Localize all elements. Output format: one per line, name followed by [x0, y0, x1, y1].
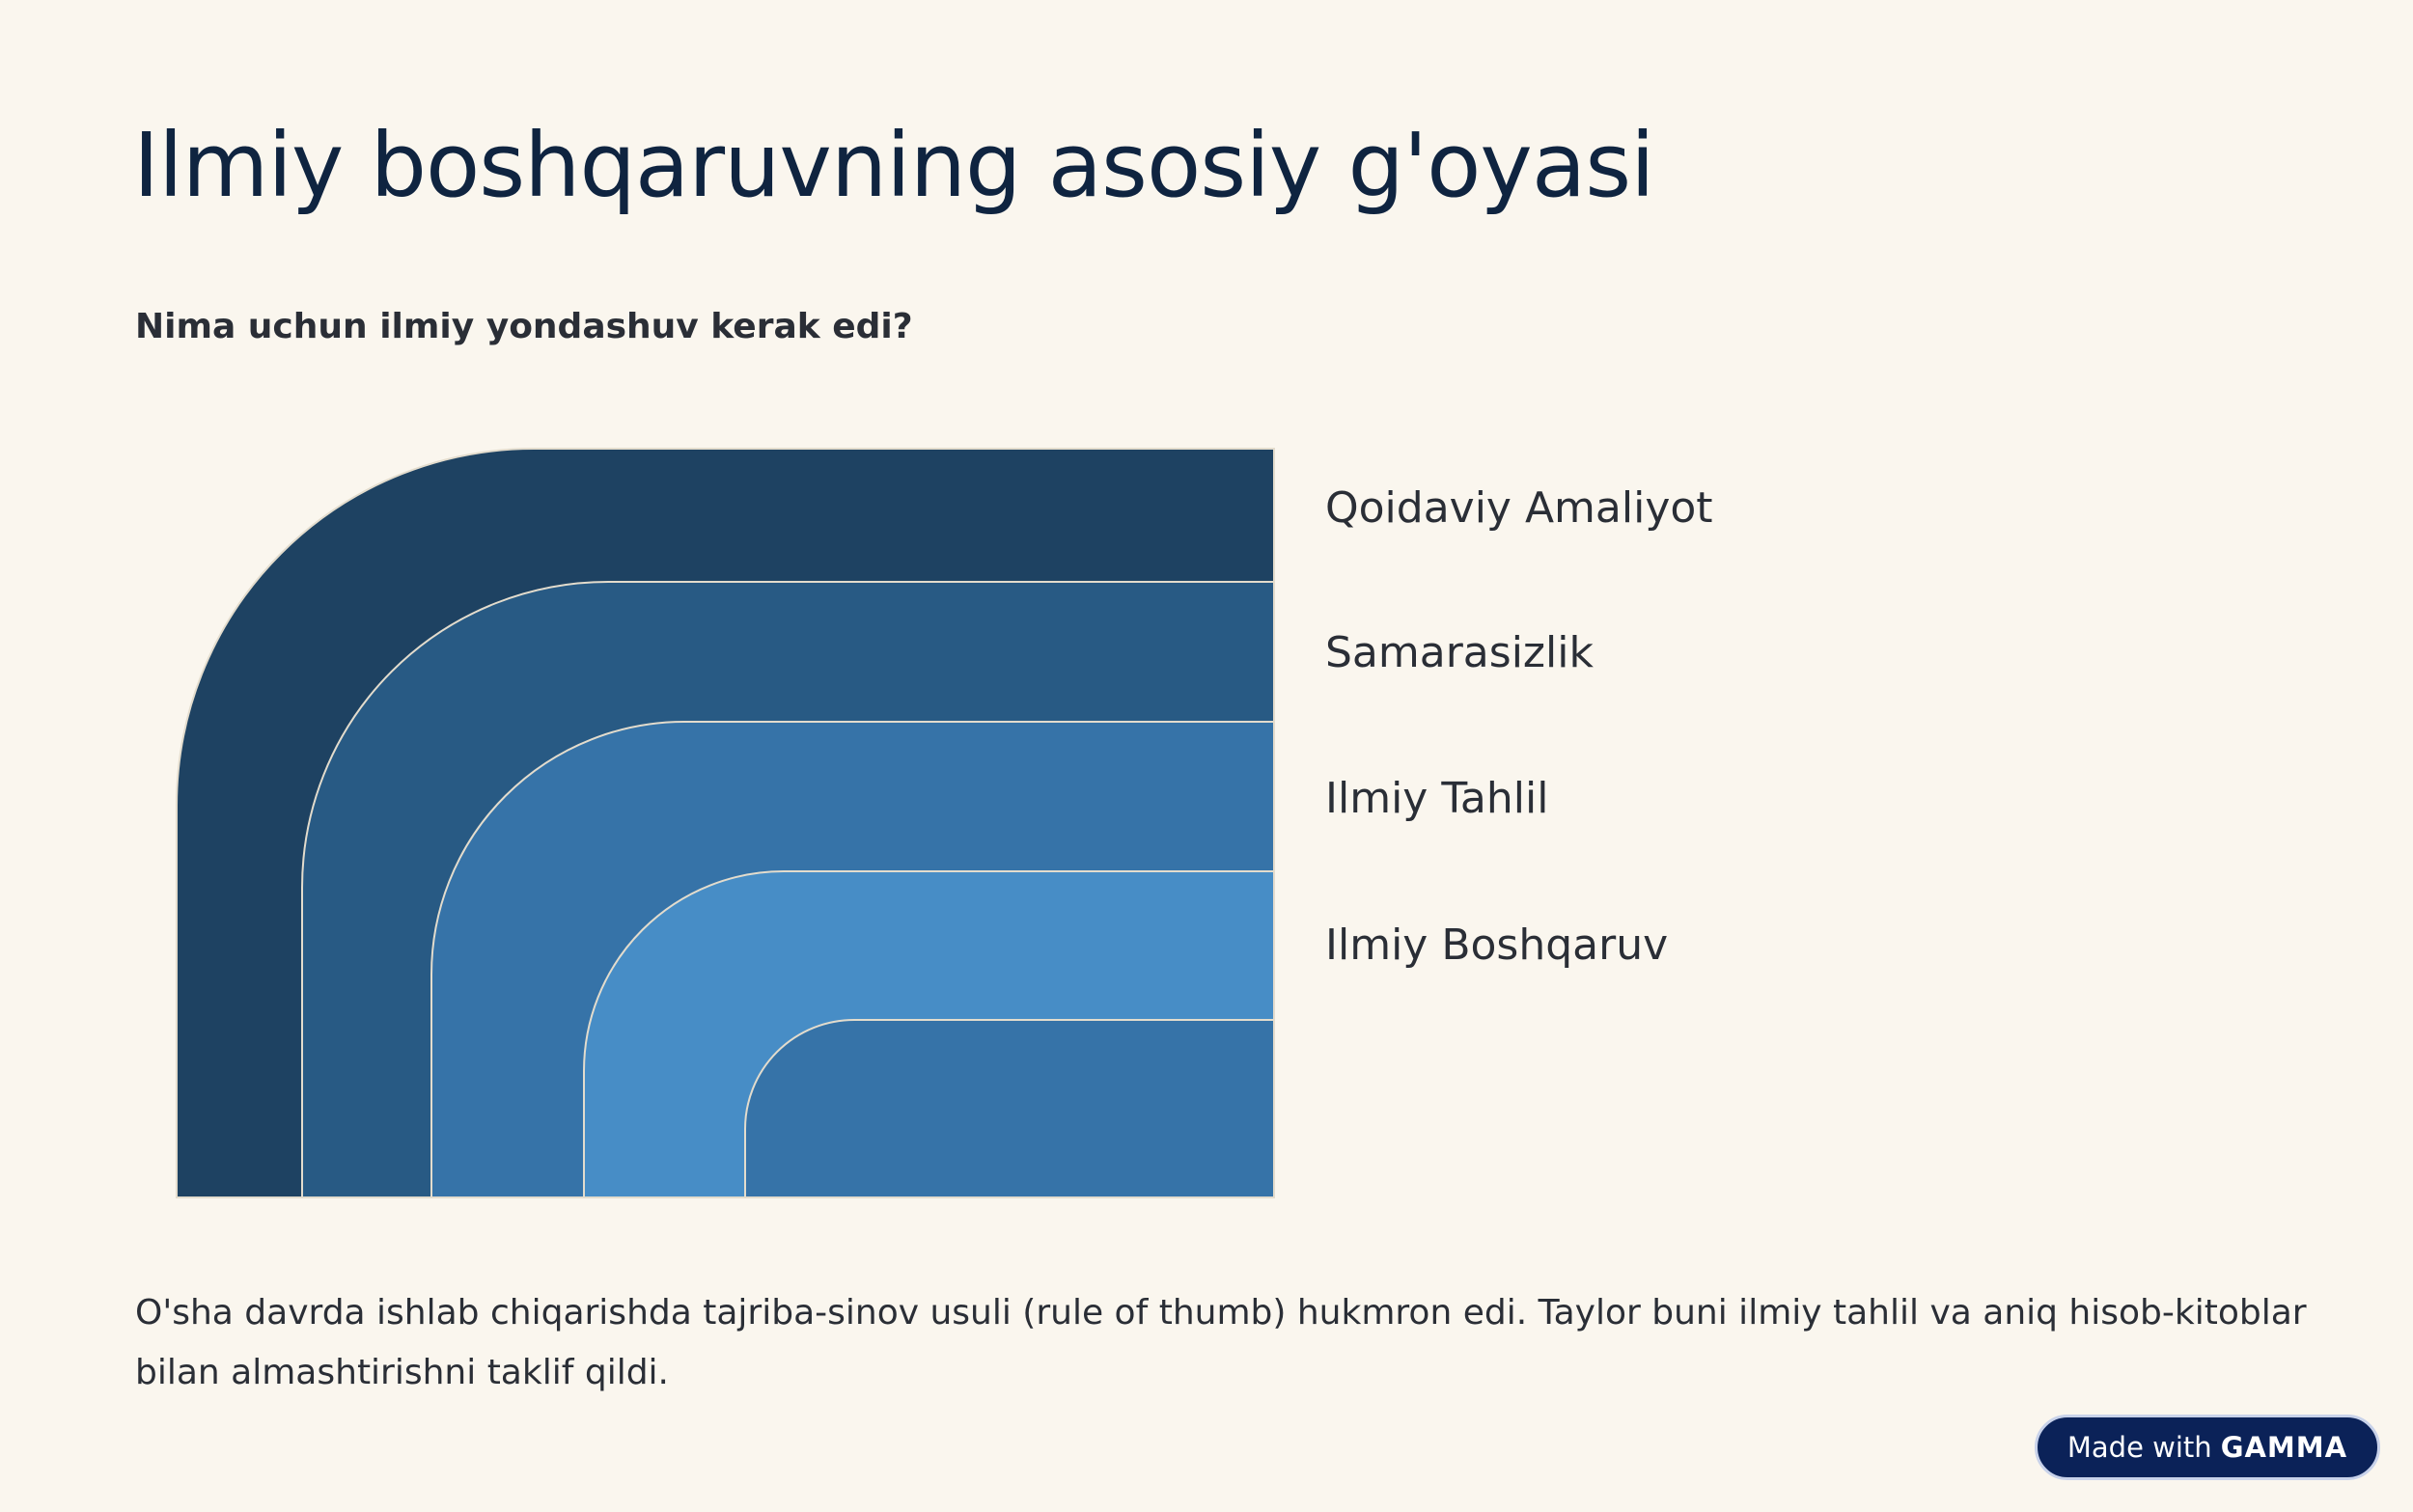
layer-shape-4	[583, 870, 1275, 1198]
badge-prefix: Made with	[2066, 1431, 2212, 1464]
layer-label-2: Samarasizlik	[1325, 628, 1594, 677]
slide-title: Ilmiy boshqaruvning asosiy g'oyasi	[133, 114, 1655, 217]
layer-label-1: Qoidaviy Amaliyot	[1325, 483, 1713, 533]
body-paragraph: O'sha davrda ishlab chiqarishda tajriba-…	[135, 1293, 2307, 1392]
layer-label-3: Ilmiy Tahlil	[1325, 774, 1549, 823]
layer-label-4: Ilmiy Boshqaruv	[1325, 921, 1669, 970]
slide-subtitle: Nima uchun ilmiy yondashuv kerak edi?	[135, 307, 913, 346]
gamma-logo: GAMMA	[2220, 1431, 2348, 1464]
made-with-gamma-badge[interactable]: Made with GAMMA	[2035, 1415, 2380, 1480]
